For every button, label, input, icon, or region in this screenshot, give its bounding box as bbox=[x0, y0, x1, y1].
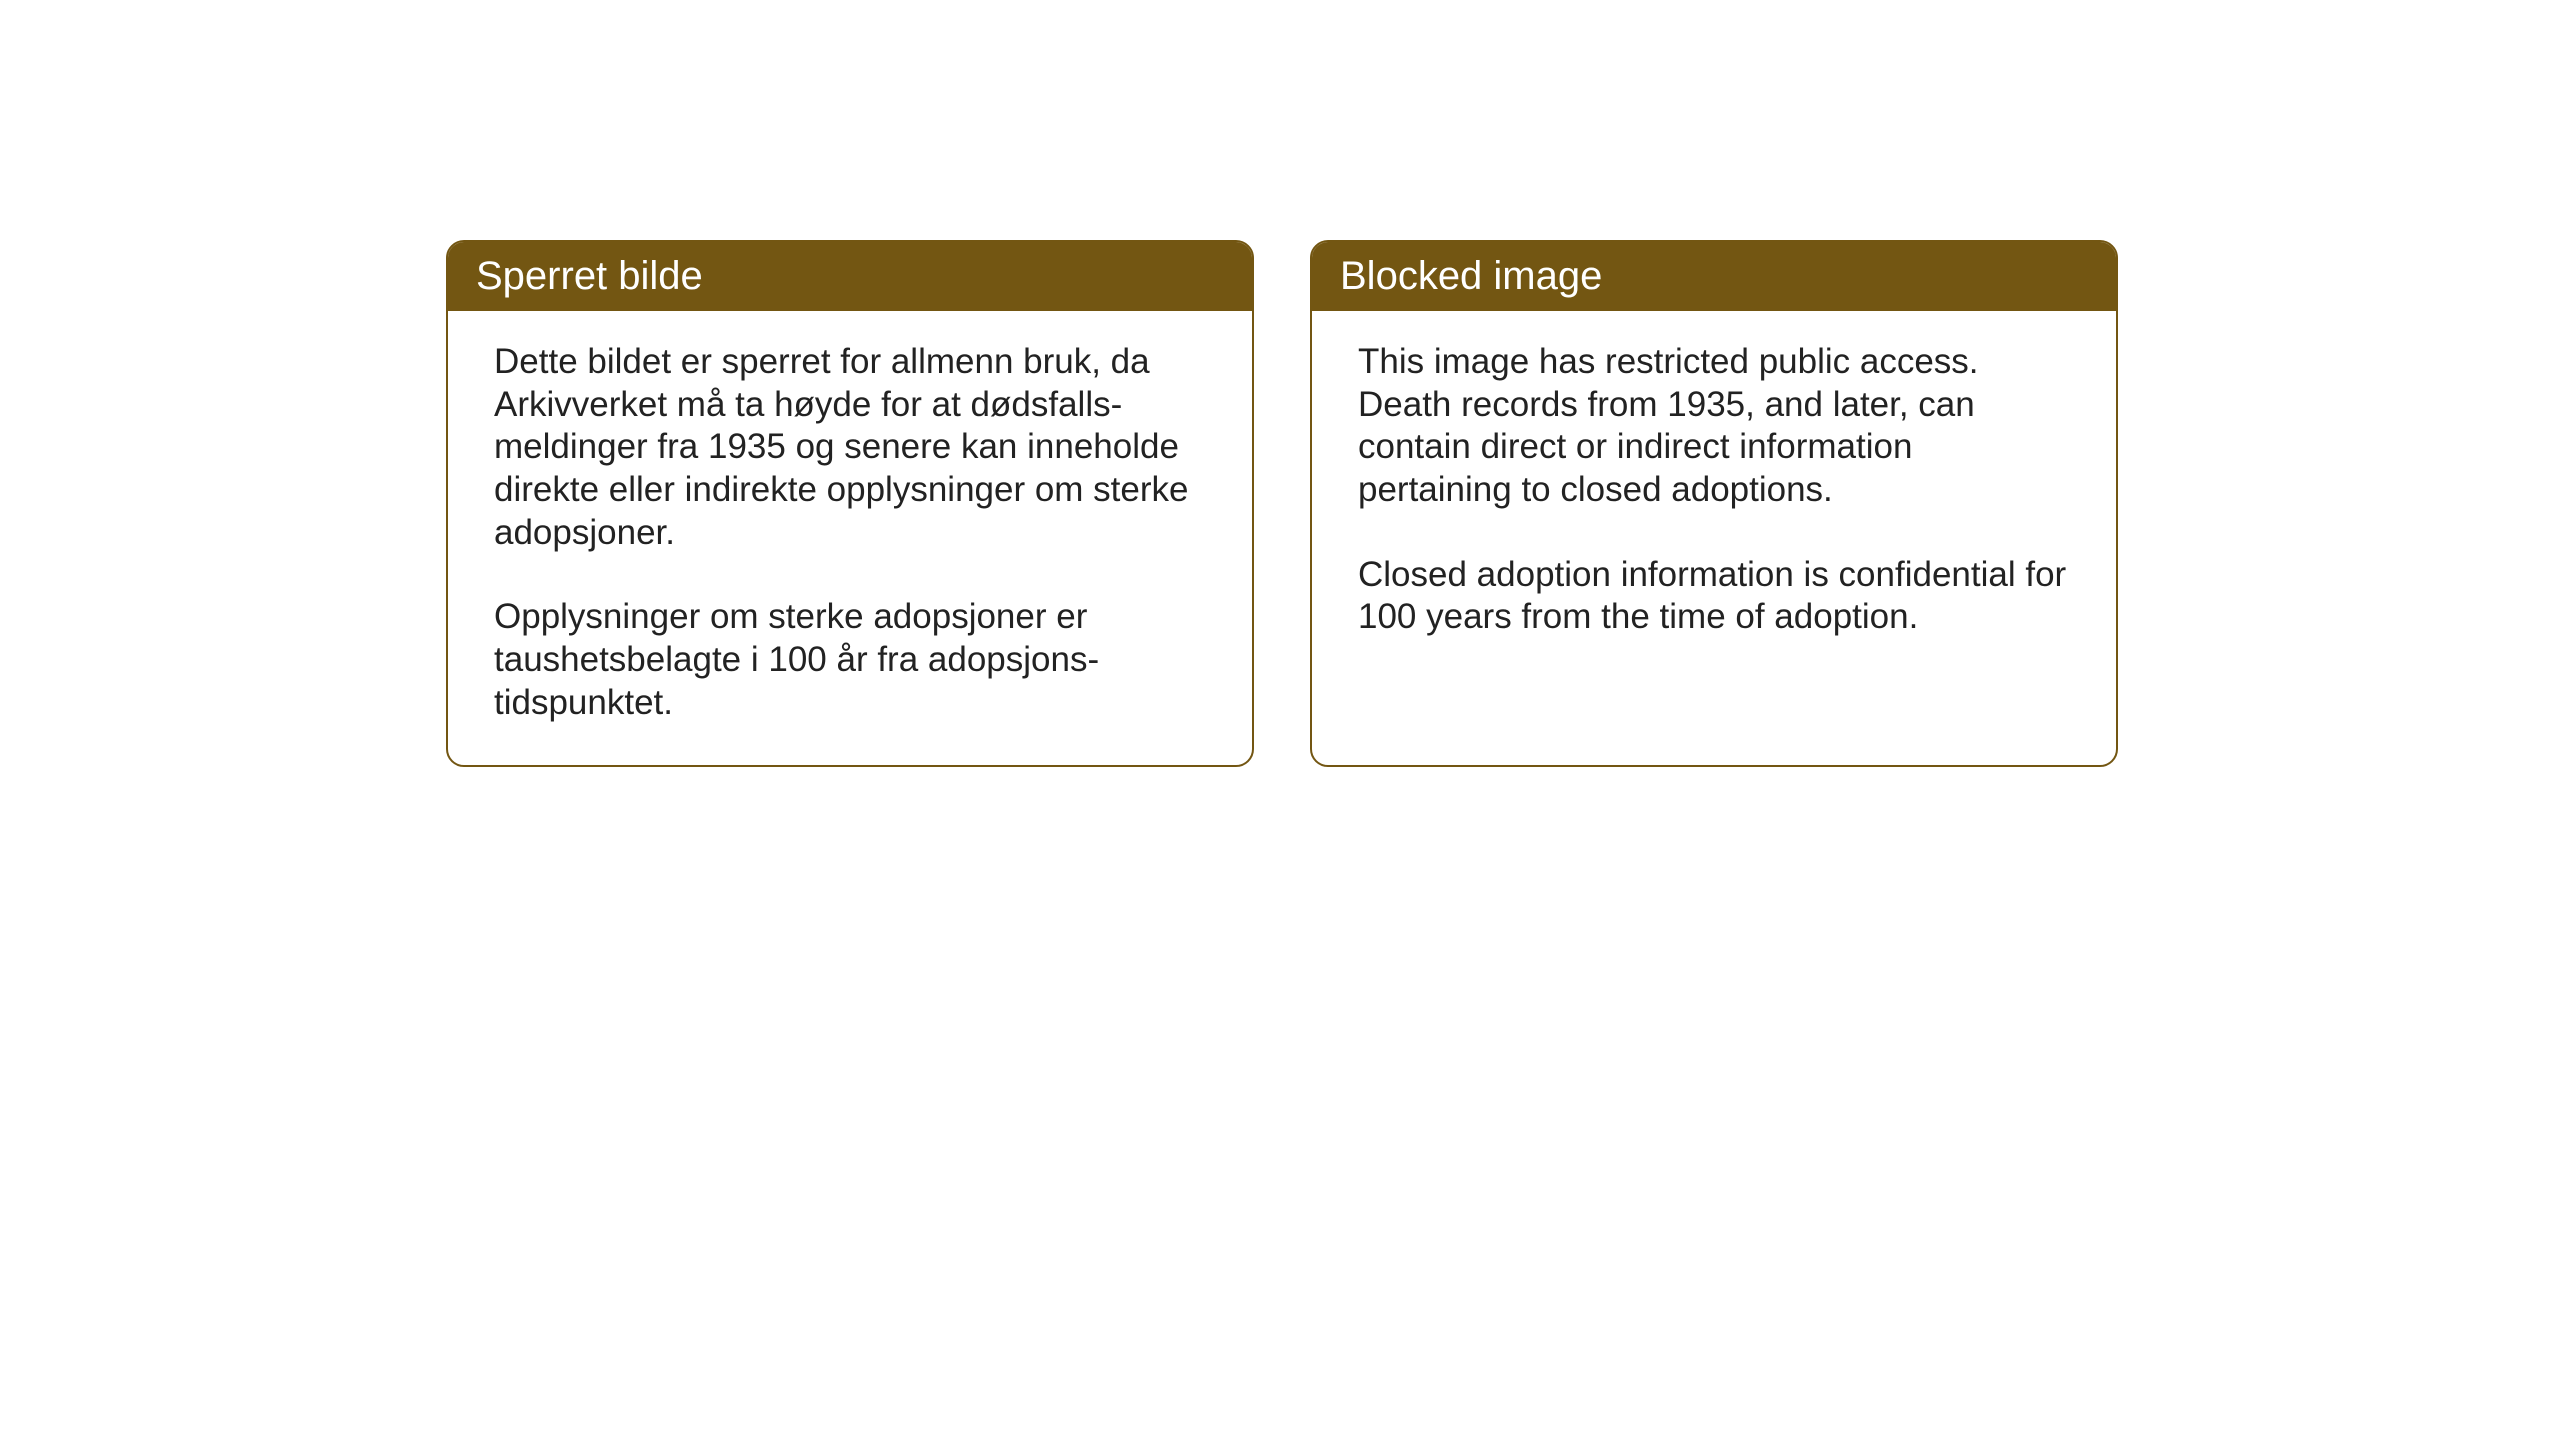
paragraph-2-norwegian: Opplysninger om sterke adopsjoner er tau… bbox=[494, 596, 1206, 724]
notice-card-english: Blocked image This image has restricted … bbox=[1310, 240, 2118, 767]
paragraph-2-english: Closed adoption information is confident… bbox=[1358, 554, 2070, 639]
paragraph-1-english: This image has restricted public access.… bbox=[1358, 341, 2070, 512]
card-title-english: Blocked image bbox=[1312, 242, 2116, 311]
card-body-english: This image has restricted public access.… bbox=[1312, 311, 2116, 679]
card-title-norwegian: Sperret bilde bbox=[448, 242, 1252, 311]
notice-card-norwegian: Sperret bilde Dette bildet er sperret fo… bbox=[446, 240, 1254, 767]
card-body-norwegian: Dette bildet er sperret for allmenn bruk… bbox=[448, 311, 1252, 765]
notice-container: Sperret bilde Dette bildet er sperret fo… bbox=[0, 0, 2560, 767]
paragraph-1-norwegian: Dette bildet er sperret for allmenn bruk… bbox=[494, 341, 1206, 554]
